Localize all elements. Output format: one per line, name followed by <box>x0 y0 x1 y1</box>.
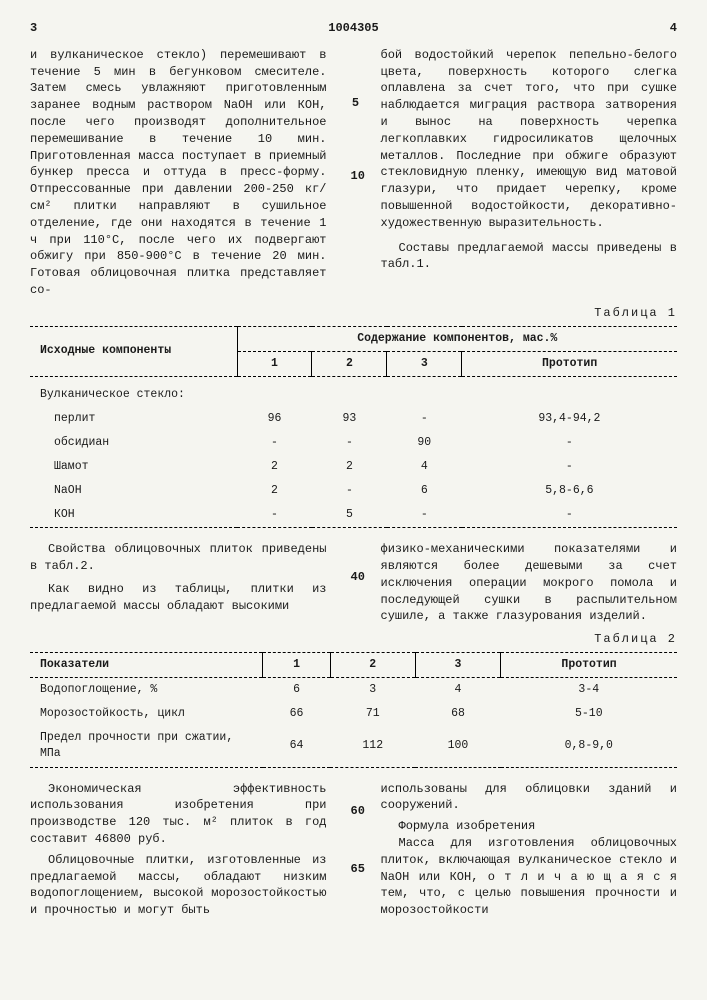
para-right: бой водостойкий черепок пепельно-белого … <box>381 48 678 230</box>
lineno-40: 40 <box>351 569 361 586</box>
bot-left-p1: Экономическая эффективность использовани… <box>30 781 327 848</box>
mid-linenos: 40 <box>347 541 361 625</box>
right-column: бой водостойкий черепок пепельно-белого … <box>381 47 678 299</box>
cell-3: 4 <box>387 455 462 479</box>
page-header: 3 1004305 4 <box>30 20 677 37</box>
cell-proto: - <box>462 455 677 479</box>
th-1: 1 <box>237 351 312 376</box>
cell-2: 93 <box>312 407 387 431</box>
table2: Показатели 1 2 3 Прототип Водопоглощение… <box>30 652 677 768</box>
table2-caption: Таблица 2 <box>30 631 677 648</box>
th-proto: Прототип <box>462 351 677 376</box>
cell-2: 112 <box>330 726 415 767</box>
para-left: и вулканическое стекло) перемешивают в т… <box>30 48 327 297</box>
page-num-left: 3 <box>30 20 37 37</box>
cell-3: 100 <box>415 726 500 767</box>
cell-name: КОН <box>30 503 237 528</box>
cell-2: 5 <box>312 503 387 528</box>
patent-number: 1004305 <box>37 20 670 37</box>
bot-left: Экономическая эффективность использовани… <box>30 781 327 919</box>
cell-proto: - <box>462 431 677 455</box>
cell-name: Морозостойкость, цикл <box>30 702 263 726</box>
cell-name: NaOH <box>30 479 237 503</box>
mid-right: физико-механическими показателями и явля… <box>381 541 678 625</box>
cell-2: 71 <box>330 702 415 726</box>
t2-th-indicators: Показатели <box>30 653 263 678</box>
bottom-text-columns: Экономическая эффективность использовани… <box>30 781 677 919</box>
bot-right: использованы для облицовки зданий и соор… <box>381 781 678 919</box>
table-row: NaOH2-65,8-6,6 <box>30 479 677 503</box>
cell-3: - <box>387 407 462 431</box>
cell-name: Водопоглощение, % <box>30 678 263 703</box>
table1-header-row: Исходные компоненты Содержание компонент… <box>30 326 677 351</box>
formula-heading: Формула изобретения <box>381 818 678 835</box>
cell-name: перлит <box>30 407 237 431</box>
section-label: Вулканическое стекло: <box>30 376 677 407</box>
t2-th-3: 3 <box>415 653 500 678</box>
cell-2: - <box>312 431 387 455</box>
cell-2: 3 <box>330 678 415 703</box>
cell-1: 2 <box>237 455 312 479</box>
cell-proto: 3-4 <box>501 678 677 703</box>
line-numbers: 5 10 <box>347 47 361 299</box>
cell-proto: 5-10 <box>501 702 677 726</box>
cell-name: Предел прочности при сжатии, МПа <box>30 726 263 767</box>
top-text-columns: и вулканическое стекло) перемешивают в т… <box>30 47 677 299</box>
table-row: Предел прочности при сжатии, МПа64112100… <box>30 726 677 767</box>
lineno-5: 5 <box>351 95 361 112</box>
mid-text-columns: Свойства облицовочных плиток приведены в… <box>30 541 677 625</box>
cell-name: обсидиан <box>30 431 237 455</box>
lineno-10: 10 <box>351 168 361 185</box>
cell-1: 64 <box>263 726 330 767</box>
cell-1: - <box>237 431 312 455</box>
mid-left-p2: Как видно из таблицы, плитки из предлага… <box>30 581 327 615</box>
th-components: Исходные компоненты <box>30 326 237 376</box>
cell-proto: - <box>462 503 677 528</box>
bot-linenos: 60 65 <box>347 781 361 919</box>
cell-2: - <box>312 479 387 503</box>
left-column: и вулканическое стекло) перемешивают в т… <box>30 47 327 299</box>
mid-left: Свойства облицовочных плиток приведены в… <box>30 541 327 625</box>
table-row: Морозостойкость, цикл6671685-10 <box>30 702 677 726</box>
cell-3: 90 <box>387 431 462 455</box>
cell-proto: 93,4-94,2 <box>462 407 677 431</box>
bot-right-p1: использованы для облицовки зданий и соор… <box>381 782 678 813</box>
table-row: перлит9693-93,4-94,2 <box>30 407 677 431</box>
cell-3: 68 <box>415 702 500 726</box>
cell-name: Шамот <box>30 455 237 479</box>
lineno-60: 60 <box>351 803 361 820</box>
th-content: Содержание компонентов, мас.% <box>237 326 677 351</box>
table-row: КОН-5-- <box>30 503 677 528</box>
mid-left-p1: Свойства облицовочных плиток приведены в… <box>30 541 327 575</box>
cell-proto: 5,8-6,6 <box>462 479 677 503</box>
table1: Исходные компоненты Содержание компонент… <box>30 326 677 530</box>
table-row: обсидиан--90- <box>30 431 677 455</box>
bot-right-p2: Масса для изготовления облицовочных плит… <box>381 835 678 919</box>
th-3: 3 <box>387 351 462 376</box>
cell-3: - <box>387 503 462 528</box>
table1-section-row: Вулканическое стекло: <box>30 376 677 407</box>
cell-1: 6 <box>263 678 330 703</box>
cell-2: 2 <box>312 455 387 479</box>
page-num-right: 4 <box>670 20 677 37</box>
cell-3: 4 <box>415 678 500 703</box>
cell-proto: 0,8-9,0 <box>501 726 677 767</box>
th-2: 2 <box>312 351 387 376</box>
t2-th-2: 2 <box>330 653 415 678</box>
table1-caption: Таблица 1 <box>30 305 677 322</box>
cell-1: 66 <box>263 702 330 726</box>
cell-1: 2 <box>237 479 312 503</box>
bot-left-p2: Облицовочные плитки, изготовленные из пр… <box>30 852 327 919</box>
table-row: Водопоглощение, %6343-4 <box>30 678 677 703</box>
table-row: Шамот224- <box>30 455 677 479</box>
cell-1: - <box>237 503 312 528</box>
table2-header: Показатели 1 2 3 Прототип <box>30 653 677 678</box>
para-right-tail: Составы предлагаемой массы приведены в т… <box>381 240 678 274</box>
cell-1: 96 <box>237 407 312 431</box>
cell-3: 6 <box>387 479 462 503</box>
t2-th-1: 1 <box>263 653 330 678</box>
lineno-65: 65 <box>351 861 361 878</box>
t2-th-proto: Прототип <box>501 653 677 678</box>
